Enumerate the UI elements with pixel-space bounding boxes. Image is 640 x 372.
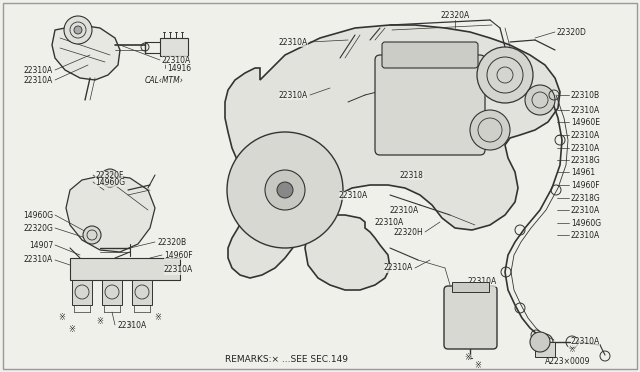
FancyBboxPatch shape	[382, 42, 478, 68]
Circle shape	[227, 132, 343, 248]
Circle shape	[64, 16, 92, 44]
Text: 22310A: 22310A	[24, 76, 53, 84]
Text: 14907: 14907	[29, 241, 53, 250]
Text: 22310A: 22310A	[571, 205, 600, 215]
Circle shape	[74, 26, 82, 34]
Text: CAL‹MTM›: CAL‹MTM›	[145, 76, 184, 84]
Text: 22310A: 22310A	[339, 190, 368, 199]
Text: ※: ※	[465, 353, 472, 362]
Text: 22318G: 22318G	[571, 193, 601, 202]
Text: 22310A: 22310A	[571, 131, 600, 140]
Text: 22310A: 22310A	[24, 256, 53, 264]
Text: 22310A: 22310A	[390, 205, 419, 215]
Text: 14960G: 14960G	[95, 177, 125, 186]
Text: 22320B: 22320B	[157, 237, 186, 247]
Circle shape	[101, 169, 119, 187]
Bar	[535, 342, 555, 357]
Polygon shape	[66, 175, 155, 252]
Circle shape	[265, 170, 305, 210]
Text: 14960G: 14960G	[23, 211, 53, 219]
Bar	[452, 282, 489, 292]
Text: 22320F: 22320F	[95, 170, 124, 180]
Text: REMARKS:× ...SEE SEC.149: REMARKS:× ...SEE SEC.149	[225, 356, 348, 365]
Bar	[102, 280, 122, 305]
Circle shape	[530, 332, 550, 352]
Bar	[70, 258, 180, 280]
Text: 22310A: 22310A	[375, 218, 404, 227]
Polygon shape	[225, 25, 560, 290]
Text: 22310A: 22310A	[164, 266, 193, 275]
Text: 14916: 14916	[167, 64, 191, 73]
Text: A223×0009: A223×0009	[545, 357, 590, 366]
Text: 22310A: 22310A	[468, 278, 497, 286]
Text: 14960F: 14960F	[571, 180, 600, 189]
Text: 22320A: 22320A	[440, 10, 470, 19]
Text: 22320G: 22320G	[23, 224, 53, 232]
Text: 22310A: 22310A	[571, 337, 600, 346]
Text: 22310A: 22310A	[571, 144, 600, 153]
FancyBboxPatch shape	[444, 286, 497, 349]
Text: 22310A: 22310A	[162, 55, 191, 64]
Text: 22310B: 22310B	[571, 90, 600, 99]
Bar	[72, 280, 92, 305]
Text: 22310A: 22310A	[279, 90, 308, 99]
Text: ※: ※	[97, 317, 104, 327]
Text: ※: ※	[58, 314, 65, 323]
Text: 22318G: 22318G	[571, 155, 601, 164]
Text: ※: ※	[127, 321, 134, 330]
Text: 14960E: 14960E	[571, 118, 600, 126]
Text: 22310A: 22310A	[384, 263, 413, 273]
Text: 22310A: 22310A	[24, 65, 53, 74]
Text: 14960G: 14960G	[571, 218, 601, 228]
Text: 22310A: 22310A	[117, 321, 147, 330]
Text: 22320H: 22320H	[393, 228, 423, 237]
Text: ※: ※	[68, 326, 76, 334]
Text: 22320D: 22320D	[557, 28, 587, 36]
Circle shape	[83, 226, 101, 244]
Text: 14961: 14961	[571, 167, 595, 176]
Polygon shape	[52, 25, 120, 80]
Text: 22310A: 22310A	[571, 231, 600, 240]
Bar	[132, 280, 152, 305]
Bar	[160, 38, 188, 56]
Circle shape	[525, 85, 555, 115]
Text: 22310A: 22310A	[571, 106, 600, 115]
Circle shape	[277, 182, 293, 198]
Text: 22310A: 22310A	[279, 38, 308, 46]
Text: 14960F: 14960F	[164, 250, 193, 260]
Text: ※: ※	[568, 346, 575, 355]
FancyBboxPatch shape	[375, 55, 485, 155]
Text: ※: ※	[474, 360, 481, 369]
Circle shape	[477, 47, 533, 103]
Text: ※: ※	[154, 314, 161, 323]
Text: 22318: 22318	[400, 170, 424, 180]
Circle shape	[470, 110, 510, 150]
